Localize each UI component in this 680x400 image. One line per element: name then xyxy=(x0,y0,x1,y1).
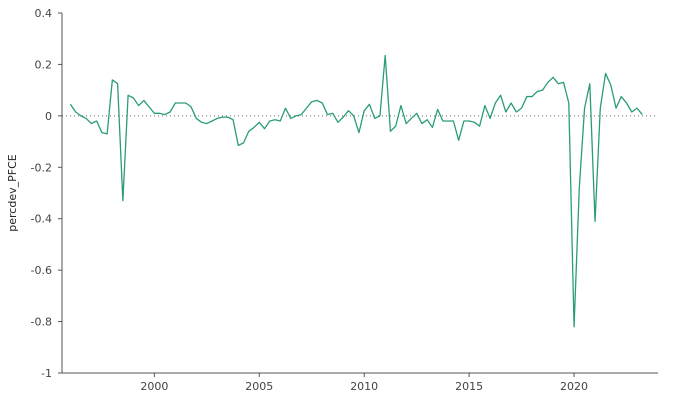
y-tick-label: -0.2 xyxy=(31,161,52,174)
y-tick-label: -1 xyxy=(41,367,52,380)
y-axis-title: percdev_PFCE xyxy=(6,154,19,231)
y-tick-label: 0 xyxy=(45,110,52,123)
axes xyxy=(61,13,658,374)
x-tick-label: 2015 xyxy=(455,380,483,393)
y-tick-label: -0.4 xyxy=(31,213,52,226)
series-line xyxy=(69,54,643,328)
x-tick-label: 2020 xyxy=(560,380,588,393)
x-ticks: 2000 2005 2010 2015 2020 xyxy=(140,373,588,393)
y-ticks: -1 -0.8 -0.6 -0.4 -0.2 0 0.2 0.4 xyxy=(31,7,62,380)
y-tick-label: 0.4 xyxy=(35,7,53,20)
x-tick-label: 2000 xyxy=(140,380,168,393)
y-tick-label: -0.8 xyxy=(31,316,52,329)
x-tick-label: 2010 xyxy=(350,380,378,393)
y-tick-label: 0.2 xyxy=(35,58,53,71)
x-tick-label: 2005 xyxy=(245,380,273,393)
y-tick-label: -0.6 xyxy=(31,264,52,277)
series-layer xyxy=(69,54,643,328)
